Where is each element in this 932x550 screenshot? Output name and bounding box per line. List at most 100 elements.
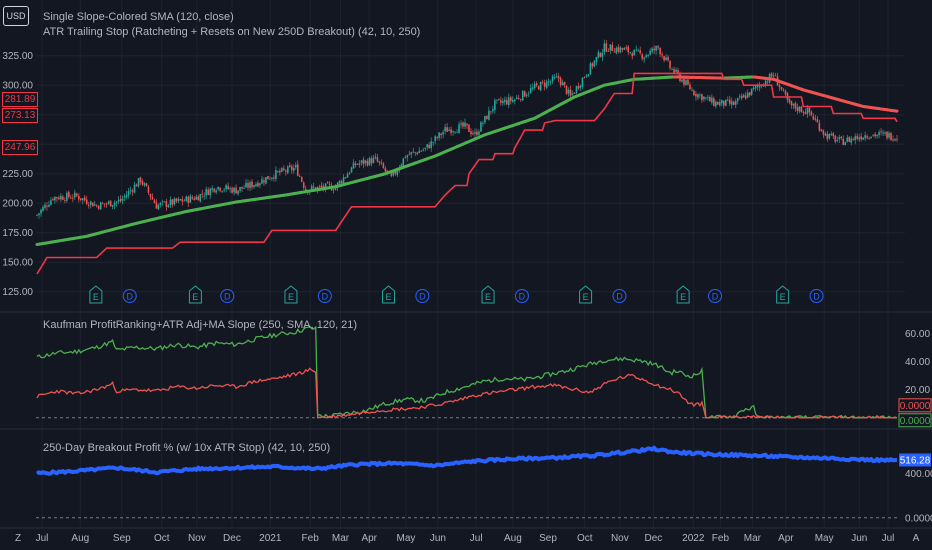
candle-body — [119, 198, 122, 202]
earnings-marker: E — [89, 285, 103, 304]
candle-body — [93, 204, 96, 206]
breakout-last-tag — [899, 453, 931, 467]
candle-body — [579, 85, 582, 88]
candle-body — [633, 49, 636, 56]
earnings-icon — [382, 285, 396, 304]
dividend-icon — [612, 289, 627, 303]
dividend-icon — [317, 289, 332, 303]
pane-separators — [0, 311, 932, 529]
candle-body — [502, 101, 504, 104]
dividend-label: D — [616, 292, 623, 302]
candle-body — [816, 119, 819, 123]
candle-body — [812, 116, 815, 120]
legend-breakout[interactable]: 250-Day Breakout Profit % (w/ 10x ATR St… — [43, 442, 331, 454]
legend-sma[interactable]: Single Slope-Colored SMA (120, close) — [43, 11, 234, 23]
candle-body — [201, 193, 204, 195]
candle-body — [193, 198, 196, 200]
z-label: Z — [15, 533, 21, 544]
candle-body — [828, 133, 831, 139]
candle-body — [478, 131, 480, 135]
price-tag-247: 247.96 — [2, 140, 38, 155]
candle-body — [886, 131, 888, 139]
candle-body — [129, 190, 132, 192]
candle-body — [213, 188, 215, 192]
candle-body — [338, 180, 341, 184]
candle-body — [615, 48, 618, 54]
atr-stop-line — [36, 72, 898, 275]
candle-body — [637, 50, 640, 52]
candle-body — [275, 170, 277, 180]
candle-body — [504, 99, 506, 103]
candle-body — [675, 69, 677, 72]
candle-body — [58, 197, 60, 200]
candle-body — [52, 199, 54, 201]
dividend-icon — [122, 289, 137, 303]
candle-body — [205, 189, 208, 196]
candle-body — [778, 85, 781, 88]
candle-body — [127, 191, 130, 196]
candle-body — [452, 131, 454, 133]
candle-body — [408, 154, 411, 156]
candle-body — [715, 101, 717, 107]
candle-body — [364, 160, 367, 164]
candle-body — [346, 174, 349, 178]
candle-body — [300, 177, 303, 182]
earnings-marker: E — [579, 285, 593, 304]
candle-body — [269, 178, 271, 180]
candle-body — [866, 136, 868, 138]
y-tick-label: 300.00 — [2, 81, 33, 92]
breakout-y-tick: 400.00 — [905, 469, 932, 480]
candle-body — [595, 56, 598, 62]
candle-body — [263, 180, 265, 183]
candle-body — [685, 80, 687, 85]
candle-body — [287, 166, 289, 173]
candle-body — [115, 201, 118, 203]
x-tick-label: Dec — [223, 533, 241, 544]
candle-body — [599, 52, 602, 57]
candle-body — [380, 162, 383, 164]
candle-body — [231, 188, 233, 193]
candle-body — [623, 48, 626, 50]
a-label: A — [913, 533, 920, 544]
candle-body — [711, 97, 713, 103]
candle-body — [820, 129, 823, 132]
earnings-icon — [89, 285, 103, 304]
candle-body — [78, 195, 80, 200]
candle-body — [348, 173, 351, 174]
candle-body — [219, 187, 221, 191]
candle-body — [607, 50, 610, 52]
candle-body — [677, 70, 679, 74]
candle-body — [273, 177, 275, 179]
earnings-marker: E — [284, 285, 298, 304]
legend-kaufman[interactable]: Kaufman ProfitRanking+ATR Adj+MA Slope (… — [43, 319, 358, 331]
dividend-label: D — [322, 292, 329, 302]
candle-body — [259, 183, 261, 186]
candle-body — [179, 199, 182, 201]
candle-body — [271, 177, 273, 179]
breakout-y-tick: 0.0000 — [905, 513, 932, 524]
dividend-icon — [514, 289, 529, 303]
candle-body — [719, 102, 721, 106]
candle-body — [494, 100, 496, 110]
candle-body — [189, 196, 192, 203]
candle-body — [884, 132, 886, 134]
candle-body — [523, 91, 526, 97]
candle-body — [424, 147, 426, 149]
candle-body — [790, 101, 793, 106]
candle-body — [669, 61, 671, 69]
candle-body — [89, 201, 92, 205]
dividend-marker: D — [708, 289, 723, 303]
x-tick-label: Dec — [644, 533, 662, 544]
candle-body — [593, 60, 596, 67]
currency-button[interactable]: USD — [3, 6, 29, 26]
candle-body — [428, 144, 430, 149]
x-tick-label: Oct — [154, 533, 170, 544]
candle-body — [850, 138, 853, 143]
candle-body — [894, 138, 896, 141]
candle-body — [462, 122, 464, 127]
candle-body — [707, 96, 709, 98]
legend-atr-stop[interactable]: ATR Trailing Stop (Ratcheting + Resets o… — [43, 26, 421, 38]
dividend-label: D — [712, 292, 719, 302]
candle-body — [888, 133, 890, 138]
